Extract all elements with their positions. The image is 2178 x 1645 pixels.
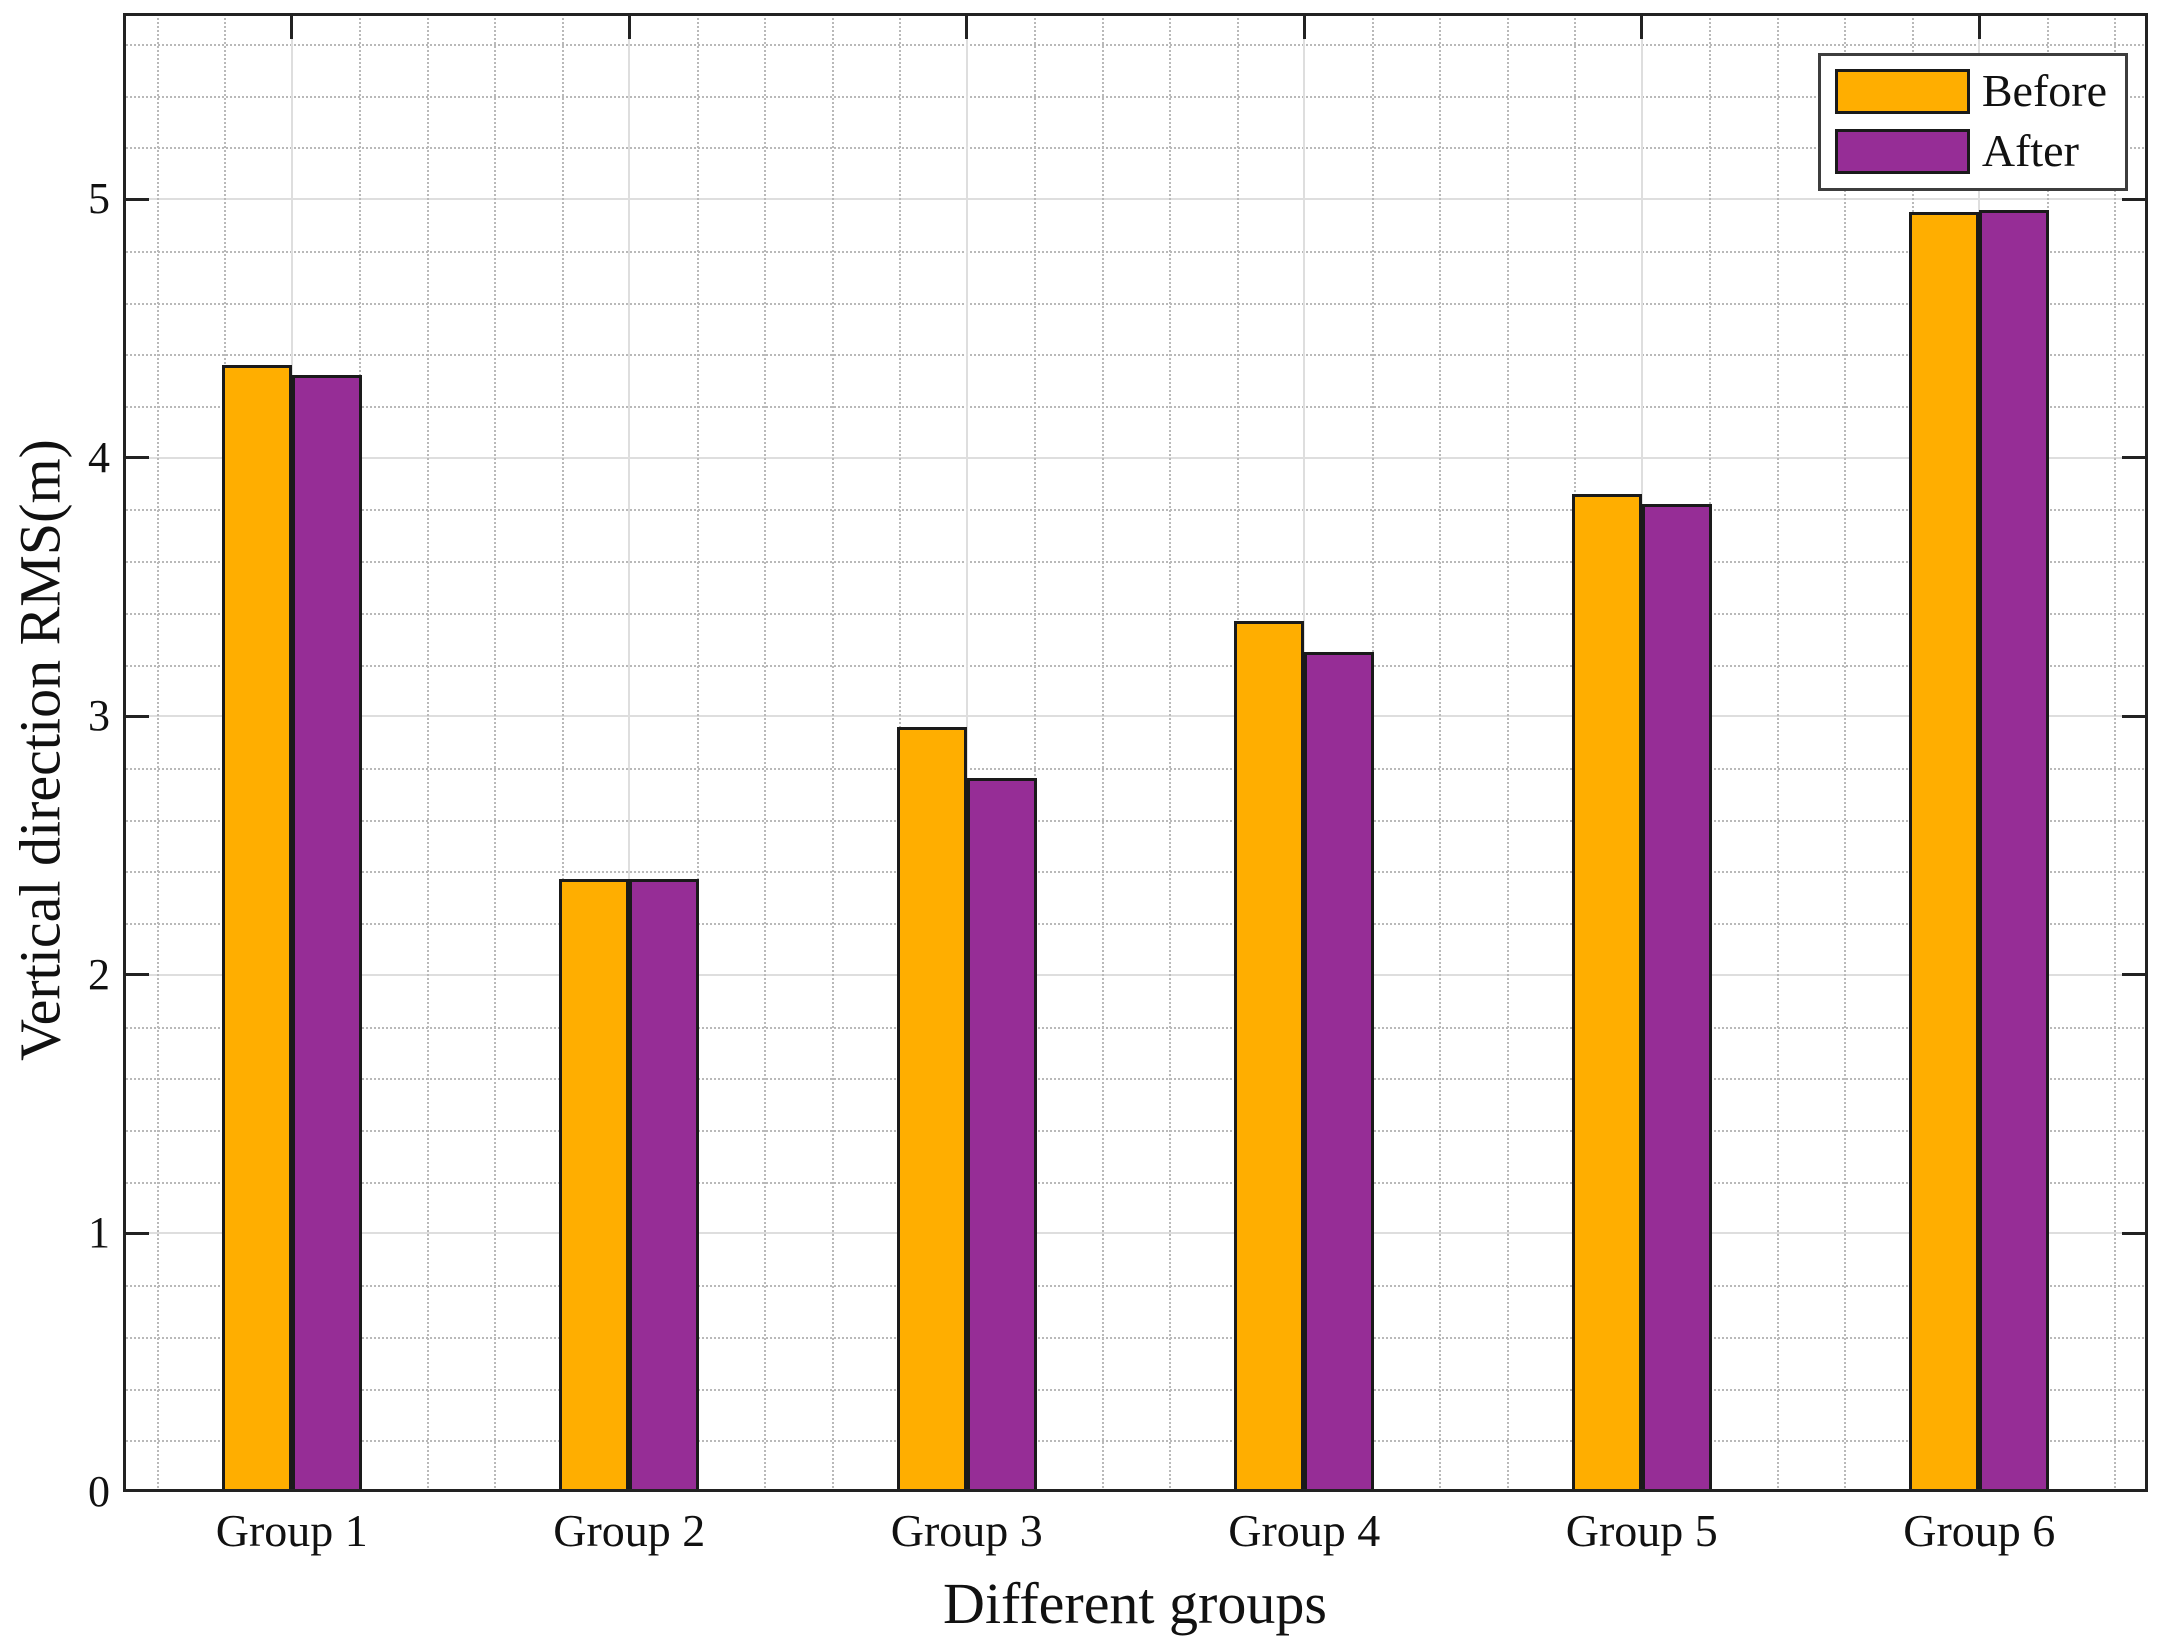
- grid-minor-vertical: [696, 13, 699, 1492]
- grid-minor-horizontal: [123, 302, 2148, 305]
- grid-minor-horizontal: [123, 1388, 2148, 1391]
- y-tick-label: 1: [88, 1208, 110, 1258]
- y-tick-right: [2122, 1231, 2148, 1235]
- x-tick-label: Group 5: [1565, 1505, 1718, 1556]
- grid-minor-vertical: [831, 13, 834, 1492]
- grid-minor-vertical: [2114, 13, 2117, 1492]
- bar-after-group-5: [1641, 504, 1712, 1492]
- grid-minor-horizontal: [123, 44, 2148, 47]
- legend-label-after: After: [1981, 125, 2079, 176]
- x-tick-label: Group 3: [890, 1505, 1043, 1556]
- grid-major-horizontal: [123, 1232, 2148, 1235]
- x-axis-title: Different groups: [943, 1571, 1327, 1636]
- bar-after-group-4: [1304, 651, 1375, 1492]
- grid-minor-horizontal: [123, 768, 2148, 770]
- grid-minor-vertical: [1844, 13, 1847, 1492]
- x-tick-top: [290, 13, 294, 39]
- x-tick-label: Group 4: [1228, 1505, 1381, 1556]
- grid-minor-horizontal: [123, 612, 2148, 615]
- grid-major-vertical: [965, 13, 968, 1492]
- x-tick-top: [1977, 13, 1981, 39]
- legend-swatch-before: [1834, 68, 1970, 114]
- x-tick-top: [965, 13, 969, 39]
- x-tick-top: [627, 13, 631, 39]
- y-tick-left: [123, 973, 149, 977]
- bar-after-group-3: [966, 778, 1037, 1492]
- y-tick-left: [123, 197, 149, 201]
- grid-minor-vertical: [1101, 13, 1104, 1492]
- bar-before-group-6: [1909, 212, 1980, 1492]
- grid-minor-horizontal: [123, 819, 2148, 822]
- grid-minor-vertical: [1034, 13, 1037, 1492]
- grid-major-horizontal: [123, 973, 2148, 976]
- grid-minor-vertical: [764, 13, 767, 1492]
- x-tick-top: [1302, 13, 1306, 39]
- bar-before-group-3: [896, 726, 967, 1492]
- grid-minor-horizontal: [123, 1440, 2148, 1443]
- bar-before-group-5: [1571, 493, 1642, 1492]
- x-tick-label: Group 2: [553, 1505, 706, 1556]
- bars-layer: [123, 13, 2148, 1492]
- y-tick-left: [123, 456, 149, 460]
- y-tick-label: 5: [88, 174, 110, 224]
- grid-major-horizontal: [123, 456, 2148, 459]
- bar-after-group-2: [629, 879, 700, 1492]
- bar-before-group-1: [221, 364, 292, 1492]
- y-tick-right: [2122, 197, 2148, 201]
- grid-minor-vertical: [561, 13, 564, 1492]
- x-tick-label: Group 1: [215, 1505, 368, 1556]
- grid-minor-horizontal: [123, 406, 2148, 409]
- grid-minor-horizontal: [123, 95, 2148, 98]
- y-tick-left: [123, 1231, 149, 1235]
- y-tick-right: [2122, 456, 2148, 460]
- grid-minor-horizontal: [123, 250, 2148, 253]
- grid-minor-horizontal: [123, 1285, 2148, 1288]
- grid-minor-vertical: [1776, 13, 1779, 1492]
- grid-minor-vertical: [156, 13, 159, 1492]
- grid-minor-horizontal: [123, 1181, 2148, 1184]
- grid-major-horizontal: [123, 715, 2148, 718]
- ticks-layer: [123, 13, 2148, 1492]
- grid-minor-vertical: [1169, 13, 1172, 1492]
- grid-minor-horizontal: [123, 871, 2148, 874]
- grid-major-vertical: [628, 13, 631, 1492]
- grid-minor-horizontal: [123, 1130, 2148, 1132]
- legend-item-after: After: [1834, 125, 2107, 176]
- grid-major-horizontal: [123, 198, 2148, 201]
- grid-minor-vertical: [426, 13, 429, 1492]
- grid-minor-horizontal: [123, 664, 2148, 667]
- legend-label-before: Before: [1981, 65, 2107, 116]
- grid-minor-horizontal: [123, 147, 2148, 150]
- bar-after-group-6: [1979, 209, 2050, 1492]
- y-tick-label: 4: [88, 432, 110, 482]
- plot-area: Before After: [123, 13, 2148, 1492]
- grid-minor-horizontal: [123, 561, 2148, 564]
- y-tick-label: 3: [88, 691, 110, 741]
- grid-minor-horizontal: [123, 1026, 2148, 1029]
- grid-minor-horizontal: [123, 509, 2148, 512]
- grid-minor-horizontal: [123, 354, 2148, 357]
- legend: Before After: [1817, 53, 2128, 191]
- grid-minor-horizontal: [123, 1078, 2148, 1081]
- legend-item-before: Before: [1834, 65, 2107, 116]
- grid-minor-vertical: [1506, 13, 1509, 1492]
- grid-minor-horizontal: [123, 1336, 2148, 1339]
- y-tick-left: [123, 714, 149, 718]
- y-tick-right: [2122, 973, 2148, 977]
- grid-minor-vertical: [494, 13, 497, 1492]
- grid-minor-vertical: [1439, 13, 1442, 1492]
- legend-swatch-after: [1834, 128, 1970, 174]
- bar-after-group-1: [291, 375, 362, 1492]
- y-tick-label: 2: [88, 949, 110, 999]
- y-tick-right: [2122, 714, 2148, 718]
- x-tick-top: [1640, 13, 1644, 39]
- y-tick-label: 0: [88, 1467, 110, 1516]
- bar-before-group-4: [1234, 620, 1305, 1492]
- x-tick-label: Group 6: [1903, 1505, 2056, 1556]
- bar-before-group-2: [559, 879, 630, 1492]
- grid-minor-horizontal: [123, 923, 2148, 926]
